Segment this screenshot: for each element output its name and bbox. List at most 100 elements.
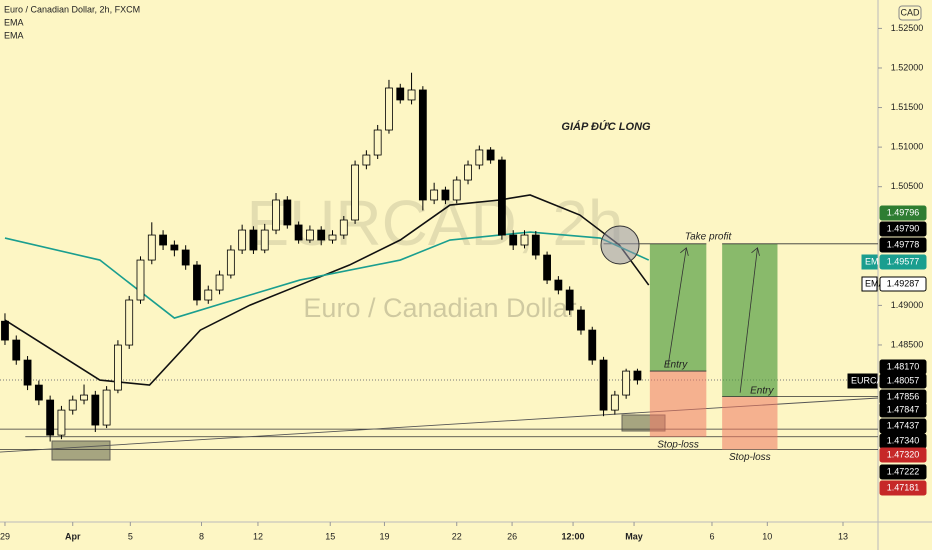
candle-body — [430, 189, 439, 201]
y-tick-label: 1.50500 — [891, 181, 924, 191]
candle-body — [215, 274, 224, 291]
price-tag-name-box — [861, 276, 878, 292]
candle-body — [80, 394, 88, 401]
arrow-head — [751, 247, 760, 256]
candle-body — [498, 159, 506, 236]
candle-body — [339, 219, 348, 236]
price-tag — [879, 221, 927, 237]
price-tag-label: 1.47181 — [887, 482, 920, 492]
candle-body — [170, 244, 179, 251]
price-tag — [879, 205, 927, 221]
entry-label: Entry — [664, 360, 688, 371]
price-tag-label: 1.49790 — [887, 223, 920, 233]
candle-body — [610, 394, 619, 411]
price-tag-name: EURCAD — [851, 375, 890, 385]
x-tick-label: 8 — [199, 531, 204, 541]
price-tag-name: EMA — [865, 256, 885, 266]
candle-body — [452, 179, 461, 201]
price-tag — [879, 402, 927, 418]
arrow — [739, 247, 758, 393]
candle-body — [12, 339, 21, 361]
x-tick-label: May — [625, 531, 643, 541]
x-tick-label: Apr — [65, 531, 81, 541]
x-tick-label: 22 — [452, 531, 462, 541]
candle-body — [23, 359, 32, 386]
price-tag-label: 1.49778 — [887, 239, 920, 249]
candle-body — [565, 289, 574, 311]
currency: CAD — [900, 7, 920, 17]
candle-body — [362, 154, 371, 166]
candle-body — [147, 234, 156, 261]
entry-label: Entry — [750, 385, 774, 396]
price-tag-label: 1.47437 — [887, 420, 920, 430]
candle-body — [328, 234, 337, 241]
take-profit-zone — [649, 243, 707, 372]
x-tick-label: 15 — [325, 531, 335, 541]
price-tag-label: 1.48170 — [887, 361, 920, 371]
candle-body — [91, 394, 100, 426]
candle-body — [554, 279, 563, 291]
price-tag-label: 1.47856 — [887, 391, 920, 401]
y-tick-label: 1.48500 — [891, 339, 924, 349]
candle-body — [633, 370, 642, 381]
stop-loss-zone — [722, 396, 778, 450]
y-tick-label: 1.51500 — [891, 102, 924, 112]
candle-body — [351, 164, 359, 221]
ema-line — [4, 231, 650, 319]
candle-body — [396, 87, 405, 101]
candle-body — [1, 320, 9, 341]
candle-body — [260, 229, 269, 251]
zone-box — [51, 440, 111, 461]
candle-body — [531, 234, 540, 256]
price-tag — [879, 276, 927, 292]
candle-body — [577, 309, 585, 331]
take-profit-label: Take profit — [685, 231, 733, 242]
candle-body — [373, 129, 382, 156]
x-tick-label: 5 — [128, 531, 133, 541]
price-tag — [879, 447, 927, 463]
price-tag-label: 1.48057 — [887, 375, 920, 385]
y-tick-label: 1.49000 — [891, 300, 924, 310]
candle-body — [193, 264, 201, 301]
stop-loss-label: Stop-loss — [657, 439, 699, 450]
candle-body — [543, 254, 551, 281]
x-tick-label: 10 — [762, 531, 772, 541]
candle-body — [441, 189, 450, 201]
price-tag — [879, 480, 927, 496]
candle-body — [181, 249, 190, 266]
candle-body — [418, 89, 427, 201]
candle-body — [34, 384, 43, 401]
price-tag — [879, 237, 927, 253]
price-tag-name-box — [861, 254, 878, 270]
price-tag-label: 1.49796 — [887, 207, 920, 217]
indicator: EMA — [4, 30, 24, 40]
candle-body — [249, 229, 258, 251]
candle-body — [125, 299, 134, 346]
candle-body — [283, 199, 292, 226]
x-tick-label: 12:00 — [562, 531, 585, 541]
candle-body — [385, 87, 393, 131]
candle-body — [238, 229, 247, 251]
price-tag — [879, 254, 927, 270]
candle-body — [588, 329, 597, 361]
take-profit-zone — [722, 243, 778, 397]
x-tick-label: 13 — [838, 531, 848, 541]
candle-body — [486, 149, 495, 161]
watermark-subtitle: Euro / Canadian Dollar — [303, 293, 576, 323]
plot: Take profit Entry Stop-loss Entry Stop-loss — [0, 72, 879, 463]
candle-body — [599, 359, 608, 411]
price-tag — [879, 373, 927, 389]
price-tag-label: 1.47847 — [887, 404, 920, 414]
x-tick-label: 12 — [253, 531, 263, 541]
price-tag-label: 1.47222 — [887, 466, 920, 476]
y-tick-label: 1.52000 — [891, 62, 924, 72]
y-tick-label: 1.51000 — [891, 141, 924, 151]
candle-body — [294, 224, 303, 241]
x-tick-label: 19 — [379, 531, 389, 541]
candle-body — [102, 389, 111, 426]
x-tick-label: 6 — [709, 531, 714, 541]
candle-body — [159, 234, 167, 246]
ema-line — [4, 194, 650, 386]
